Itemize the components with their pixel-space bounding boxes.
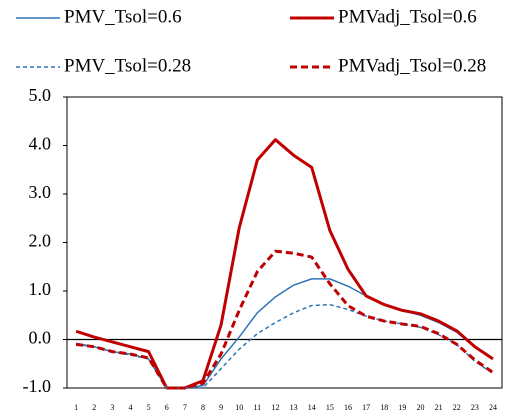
- series-line: [75, 249, 494, 390]
- x-tick-label: 4: [128, 403, 132, 412]
- x-tick-label: 14: [308, 403, 316, 412]
- x-tick-label: 11: [253, 403, 261, 412]
- y-tick-label: 4.0: [29, 134, 52, 154]
- y-tick-label: -1.0: [23, 376, 52, 396]
- series-line: [75, 278, 494, 389]
- x-tick-label: 15: [326, 403, 334, 412]
- series-line: [75, 138, 494, 390]
- x-tick-label: 7: [183, 403, 187, 412]
- x-tick-label: 16: [344, 403, 352, 412]
- x-tick-label: 6: [165, 403, 169, 412]
- x-tick-label: 22: [453, 403, 461, 412]
- y-tick-label: 3.0: [29, 182, 52, 202]
- legend-label: PMVadj_Tsol=0.28: [338, 55, 486, 76]
- y-tick-label: 5.0: [29, 85, 52, 105]
- plot-frame: [66, 96, 503, 389]
- y-tick-label: 0.0: [29, 328, 52, 348]
- y-tick-label: 1.0: [29, 279, 52, 299]
- x-tick-label: 19: [398, 403, 406, 412]
- x-tick-label: 5: [147, 403, 151, 412]
- x-tick-label: 17: [362, 403, 370, 412]
- x-tick-label: 1: [74, 403, 78, 412]
- x-tick-label: 20: [416, 403, 424, 412]
- legend-label: PMV_Tsol=0.6: [64, 6, 182, 27]
- x-tick-label: 23: [471, 403, 479, 412]
- x-tick-label: 18: [380, 403, 388, 412]
- x-tick-label: 21: [435, 403, 443, 412]
- x-tick-label: 3: [110, 403, 114, 412]
- x-tick-label: 24: [489, 403, 497, 412]
- y-tick-label: 2.0: [29, 231, 52, 251]
- x-tick-label: 10: [235, 403, 243, 412]
- legend-label: PMVadj_Tsol=0.6: [338, 6, 477, 27]
- legend-label: PMV_Tsol=0.28: [64, 55, 191, 76]
- x-tick-label: 9: [219, 403, 223, 412]
- x-tick-label: 2: [92, 403, 96, 412]
- x-tick-label: 13: [290, 403, 298, 412]
- x-tick-label: 12: [271, 403, 279, 412]
- x-tick-label: 8: [201, 403, 205, 412]
